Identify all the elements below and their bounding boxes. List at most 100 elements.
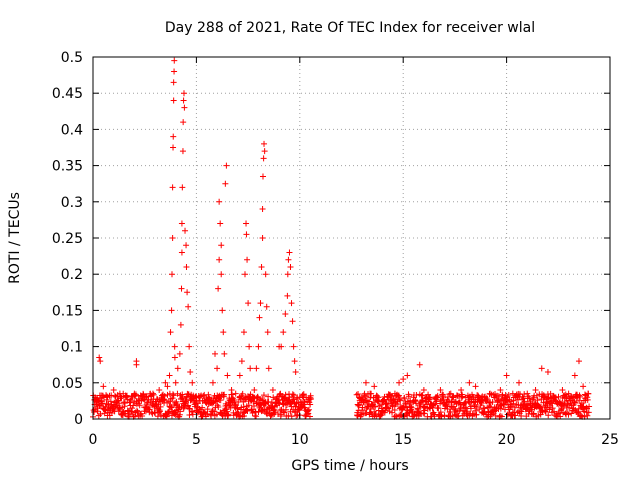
data-point bbox=[177, 408, 184, 415]
data-point bbox=[232, 390, 239, 397]
data-point bbox=[511, 404, 518, 411]
data-point bbox=[247, 365, 254, 372]
data-point bbox=[378, 401, 385, 408]
data-point bbox=[216, 256, 223, 263]
data-point bbox=[561, 402, 568, 409]
data-point bbox=[490, 408, 497, 415]
data-point bbox=[171, 354, 178, 361]
data-point bbox=[559, 387, 566, 394]
data-point bbox=[111, 392, 118, 399]
y-tick-label: 0.4 bbox=[61, 122, 83, 138]
data-point bbox=[462, 404, 469, 411]
data-point bbox=[228, 387, 235, 394]
data-point bbox=[141, 394, 148, 401]
data-point bbox=[379, 405, 386, 412]
data-point bbox=[371, 383, 378, 390]
data-point bbox=[301, 404, 308, 411]
data-point bbox=[170, 144, 177, 151]
data-point bbox=[375, 394, 382, 401]
data-point bbox=[118, 394, 125, 401]
data-point bbox=[259, 206, 266, 213]
data-point bbox=[578, 412, 585, 419]
data-point bbox=[239, 390, 246, 397]
data-point bbox=[532, 387, 539, 394]
data-point bbox=[243, 220, 250, 227]
data-point bbox=[97, 410, 104, 417]
data-point bbox=[382, 407, 389, 414]
data-point bbox=[106, 409, 113, 416]
data-point bbox=[96, 354, 103, 361]
data-point bbox=[396, 396, 403, 403]
data-point bbox=[354, 401, 361, 408]
data-point bbox=[516, 379, 523, 386]
data-point bbox=[379, 397, 386, 404]
data-point bbox=[586, 403, 593, 410]
y-tick-label: 0.3 bbox=[61, 195, 83, 211]
data-point bbox=[538, 365, 545, 372]
data-point bbox=[257, 300, 264, 307]
data-point bbox=[218, 242, 225, 249]
data-point bbox=[110, 387, 117, 394]
data-point bbox=[307, 401, 314, 408]
data-point bbox=[461, 400, 468, 407]
data-point bbox=[269, 387, 276, 394]
data-point bbox=[401, 394, 408, 401]
data-point bbox=[545, 412, 552, 419]
data-point bbox=[104, 394, 111, 401]
data-point bbox=[169, 184, 176, 191]
data-point bbox=[261, 140, 268, 147]
data-point bbox=[168, 271, 175, 278]
data-point bbox=[459, 393, 466, 400]
data-point bbox=[293, 412, 300, 419]
data-point bbox=[165, 409, 172, 416]
data-point bbox=[170, 79, 177, 86]
data-point bbox=[136, 402, 143, 409]
data-point bbox=[221, 391, 228, 398]
data-point bbox=[543, 404, 550, 411]
data-point bbox=[306, 413, 313, 420]
data-point bbox=[164, 383, 171, 390]
data-point bbox=[216, 198, 223, 205]
data-point bbox=[476, 406, 483, 413]
baseline-band bbox=[90, 390, 593, 420]
data-point bbox=[280, 329, 287, 336]
data-point bbox=[162, 379, 169, 386]
chart-title: Day 288 of 2021, Rate Of TEC Index for r… bbox=[165, 20, 535, 36]
y-tick-label: 0.45 bbox=[52, 86, 83, 102]
data-point bbox=[212, 350, 219, 357]
data-point bbox=[186, 343, 193, 350]
data-point bbox=[189, 408, 196, 415]
x-tick-label: 0 bbox=[89, 432, 98, 448]
data-point bbox=[127, 396, 134, 403]
data-point bbox=[255, 409, 262, 416]
data-point bbox=[187, 368, 194, 375]
data-point bbox=[180, 97, 187, 104]
data-point bbox=[278, 343, 285, 350]
data-point bbox=[420, 387, 427, 394]
data-point bbox=[214, 365, 221, 372]
y-tick-label: 0 bbox=[74, 412, 83, 428]
data-point bbox=[150, 391, 157, 398]
data-point bbox=[447, 390, 454, 397]
data-point bbox=[107, 398, 114, 405]
data-point bbox=[116, 390, 123, 397]
data-point bbox=[495, 398, 502, 405]
data-point bbox=[555, 393, 562, 400]
data-point bbox=[248, 406, 255, 413]
data-point bbox=[265, 393, 272, 400]
data-point bbox=[497, 387, 504, 394]
data-point bbox=[178, 285, 185, 292]
data-point bbox=[503, 372, 510, 379]
data-point bbox=[202, 413, 209, 420]
data-point bbox=[205, 394, 212, 401]
data-point bbox=[374, 393, 381, 400]
data-point bbox=[289, 391, 296, 398]
data-point bbox=[286, 249, 293, 256]
data-point bbox=[259, 395, 266, 402]
x-tick-label: 15 bbox=[394, 432, 412, 448]
data-point bbox=[178, 220, 185, 227]
data-point bbox=[544, 368, 551, 375]
data-point bbox=[391, 406, 398, 413]
data-point bbox=[253, 365, 260, 372]
data-point bbox=[521, 391, 528, 398]
